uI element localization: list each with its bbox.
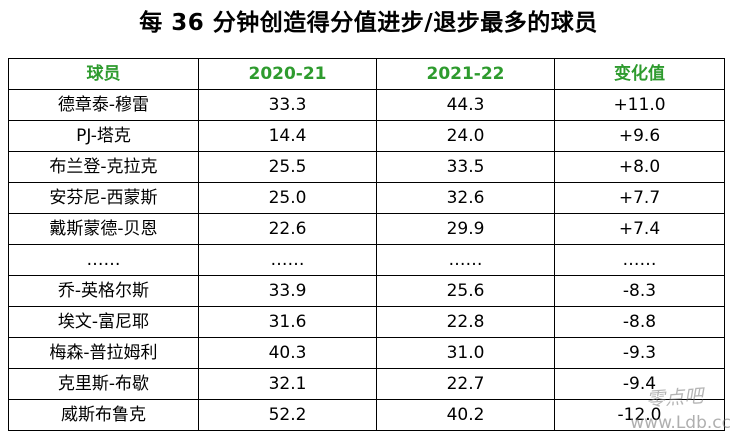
table-row: 戴斯蒙德-贝恩 22.6 29.9 +7.4 <box>8 213 725 245</box>
cell-change: +9.6 <box>554 120 725 152</box>
cell-player: 埃文-富尼耶 <box>8 306 199 338</box>
cell-change: -8.3 <box>554 275 725 307</box>
cell-2020-21: 14.4 <box>198 120 377 152</box>
table-row: 安芬尼-西蒙斯 25.0 32.6 +7.7 <box>8 182 725 214</box>
cell-2021-22: …… <box>376 244 555 276</box>
cell-change: -9.4 <box>554 368 725 400</box>
cell-2020-21: 31.6 <box>198 306 377 338</box>
cell-2021-22: 22.7 <box>376 368 555 400</box>
table-row: 布兰登-克拉克 25.5 33.5 +8.0 <box>8 151 725 183</box>
cell-2020-21: 52.2 <box>198 399 377 431</box>
table-row: …………………… <box>8 244 725 276</box>
cell-2021-22: 40.2 <box>376 399 555 431</box>
table-row: 威斯布鲁克 52.2 40.2 -12.0 <box>8 399 725 431</box>
cell-player: 德章泰-穆雷 <box>8 89 199 121</box>
cell-2020-21: 32.1 <box>198 368 377 400</box>
cell-change: +7.7 <box>554 182 725 214</box>
column-header-change: 变化值 <box>554 58 725 90</box>
cell-2020-21: …… <box>198 244 377 276</box>
cell-2020-21: 33.9 <box>198 275 377 307</box>
table-row: 德章泰-穆雷 33.3 44.3 +11.0 <box>8 89 725 121</box>
page-title: 每 36 分钟创造得分值进步/退步最多的球员 <box>139 10 598 36</box>
cell-player: 戴斯蒙德-贝恩 <box>8 213 199 245</box>
table-header-row: 球员 2020-21 2021-22 变化值 <box>8 58 725 90</box>
cell-change: +8.0 <box>554 151 725 183</box>
column-header-player: 球员 <box>8 58 199 90</box>
cell-2020-21: 40.3 <box>198 337 377 369</box>
cell-change: +7.4 <box>554 213 725 245</box>
cell-2021-22: 31.0 <box>376 337 555 369</box>
cell-2020-21: 22.6 <box>198 213 377 245</box>
cell-player: 乔-英格尔斯 <box>8 275 199 307</box>
table-body: 德章泰-穆雷 33.3 44.3 +11.0 PJ-塔克 14.4 24.0 +9.6 布兰登-… <box>8 89 725 431</box>
cell-2021-22: 33.5 <box>376 151 555 183</box>
cell-2020-21: 25.0 <box>198 182 377 214</box>
column-header-2020-21: 2020-21 <box>198 58 377 90</box>
cell-player: 威斯布鲁克 <box>8 399 199 431</box>
column-header-2021-22: 2021-22 <box>376 58 555 90</box>
cell-player: 布兰登-克拉克 <box>8 151 199 183</box>
cell-2021-22: 44.3 <box>376 89 555 121</box>
cell-player: PJ-塔克 <box>8 120 199 152</box>
table-row: 梅森-普拉姆利 40.3 31.0 -9.3 <box>8 337 725 369</box>
cell-2021-22: 22.8 <box>376 306 555 338</box>
table-row: PJ-塔克 14.4 24.0 +9.6 <box>8 120 725 152</box>
cell-change: …… <box>554 244 725 276</box>
cell-player: …… <box>8 244 199 276</box>
cell-2021-22: 25.6 <box>376 275 555 307</box>
table-row: 埃文-富尼耶 31.6 22.8 -8.8 <box>8 306 725 338</box>
cell-2021-22: 24.0 <box>376 120 555 152</box>
cell-change: -12.0 <box>554 399 725 431</box>
table-row: 乔-英格尔斯 33.9 25.6 -8.3 <box>8 275 725 307</box>
cell-player: 克里斯-布歇 <box>8 368 199 400</box>
cell-player: 安芬尼-西蒙斯 <box>8 182 199 214</box>
cell-change: +11.0 <box>554 89 725 121</box>
cell-2021-22: 29.9 <box>376 213 555 245</box>
stats-table: 球员 2020-21 2021-22 变化值 德章泰-穆雷 33.3 44.3 +11… <box>8 58 725 431</box>
cell-2020-21: 25.5 <box>198 151 377 183</box>
cell-player: 梅森-普拉姆利 <box>8 337 199 369</box>
cell-change: -9.3 <box>554 337 725 369</box>
cell-2021-22: 32.6 <box>376 182 555 214</box>
cell-change: -8.8 <box>554 306 725 338</box>
table-row: 克里斯-布歇 32.1 22.7 -9.4 <box>8 368 725 400</box>
cell-2020-21: 33.3 <box>198 89 377 121</box>
